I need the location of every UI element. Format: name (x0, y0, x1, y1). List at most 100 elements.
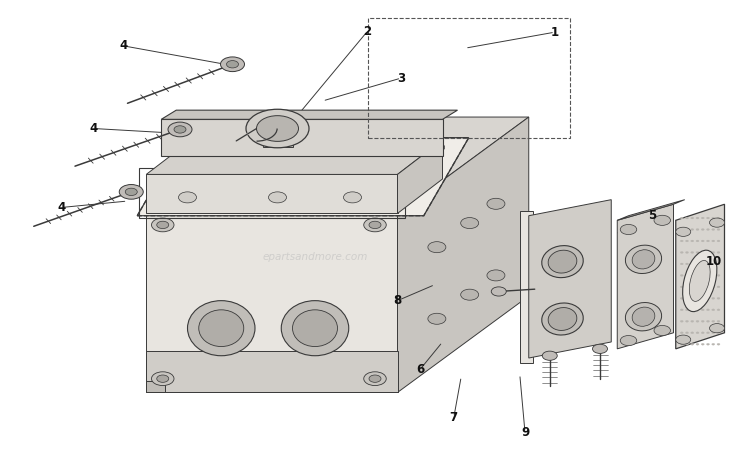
Circle shape (696, 297, 699, 299)
Ellipse shape (199, 310, 244, 347)
Text: epartsandmore.com: epartsandmore.com (262, 252, 368, 262)
Circle shape (691, 240, 694, 242)
Circle shape (680, 217, 683, 219)
Circle shape (706, 309, 710, 311)
Polygon shape (617, 200, 685, 220)
Circle shape (717, 229, 720, 230)
Text: 10: 10 (706, 255, 722, 268)
Polygon shape (520, 211, 532, 363)
Circle shape (712, 332, 715, 334)
Circle shape (119, 185, 143, 199)
Circle shape (701, 320, 704, 322)
Circle shape (701, 309, 704, 311)
Circle shape (680, 309, 683, 311)
Ellipse shape (292, 310, 338, 347)
Polygon shape (146, 174, 398, 213)
Polygon shape (146, 117, 529, 213)
Circle shape (686, 320, 688, 322)
Circle shape (706, 286, 710, 288)
Circle shape (654, 325, 670, 336)
Circle shape (717, 240, 720, 242)
Text: 5: 5 (648, 209, 657, 222)
Circle shape (168, 122, 192, 137)
Circle shape (691, 263, 694, 265)
Circle shape (178, 192, 196, 203)
Ellipse shape (424, 140, 445, 151)
Circle shape (701, 240, 704, 242)
Circle shape (592, 344, 608, 353)
Circle shape (487, 270, 505, 281)
Circle shape (686, 229, 688, 230)
Circle shape (696, 229, 699, 230)
Circle shape (696, 252, 699, 253)
Circle shape (125, 188, 137, 196)
Circle shape (491, 287, 506, 296)
Circle shape (712, 274, 715, 276)
Circle shape (686, 332, 688, 334)
Circle shape (680, 332, 683, 334)
Ellipse shape (333, 140, 354, 151)
Polygon shape (398, 140, 442, 213)
Circle shape (686, 217, 688, 219)
Circle shape (369, 375, 381, 382)
Circle shape (706, 229, 710, 230)
Circle shape (696, 343, 699, 345)
Ellipse shape (689, 260, 710, 302)
Circle shape (701, 252, 704, 253)
Polygon shape (146, 213, 398, 392)
Ellipse shape (188, 301, 255, 356)
Ellipse shape (290, 140, 311, 151)
Circle shape (712, 343, 715, 345)
Circle shape (364, 218, 386, 232)
Circle shape (701, 217, 704, 219)
Circle shape (696, 263, 699, 265)
Circle shape (460, 218, 478, 229)
Circle shape (686, 309, 688, 311)
Circle shape (706, 263, 710, 265)
Polygon shape (676, 204, 724, 349)
Ellipse shape (281, 301, 349, 356)
Ellipse shape (626, 302, 662, 331)
Circle shape (696, 240, 699, 242)
Circle shape (369, 221, 381, 229)
Circle shape (620, 224, 637, 235)
Ellipse shape (626, 245, 662, 274)
Circle shape (706, 217, 710, 219)
Circle shape (696, 286, 699, 288)
Circle shape (686, 252, 688, 253)
Circle shape (706, 252, 710, 253)
Circle shape (686, 343, 688, 345)
Circle shape (712, 263, 715, 265)
Circle shape (717, 343, 720, 345)
Circle shape (712, 309, 715, 311)
Circle shape (676, 335, 691, 344)
Ellipse shape (632, 307, 655, 326)
Polygon shape (146, 351, 398, 392)
Circle shape (174, 126, 186, 133)
Polygon shape (161, 119, 442, 156)
Circle shape (691, 320, 694, 322)
Circle shape (686, 240, 688, 242)
Text: 1: 1 (551, 26, 559, 39)
Circle shape (152, 372, 174, 386)
Text: 4: 4 (120, 39, 128, 52)
Text: 3: 3 (398, 72, 405, 84)
Circle shape (712, 217, 715, 219)
Circle shape (680, 286, 683, 288)
Circle shape (706, 332, 710, 334)
Circle shape (680, 274, 683, 276)
Polygon shape (617, 204, 674, 349)
Circle shape (654, 215, 670, 225)
Circle shape (344, 192, 362, 203)
Circle shape (717, 274, 720, 276)
Ellipse shape (542, 303, 584, 335)
Text: 6: 6 (416, 363, 424, 376)
Circle shape (427, 313, 445, 324)
Circle shape (620, 336, 637, 346)
Text: 8: 8 (393, 294, 402, 307)
Circle shape (706, 240, 710, 242)
Polygon shape (137, 138, 469, 216)
Circle shape (712, 320, 715, 322)
Circle shape (717, 217, 720, 219)
Circle shape (268, 192, 286, 203)
